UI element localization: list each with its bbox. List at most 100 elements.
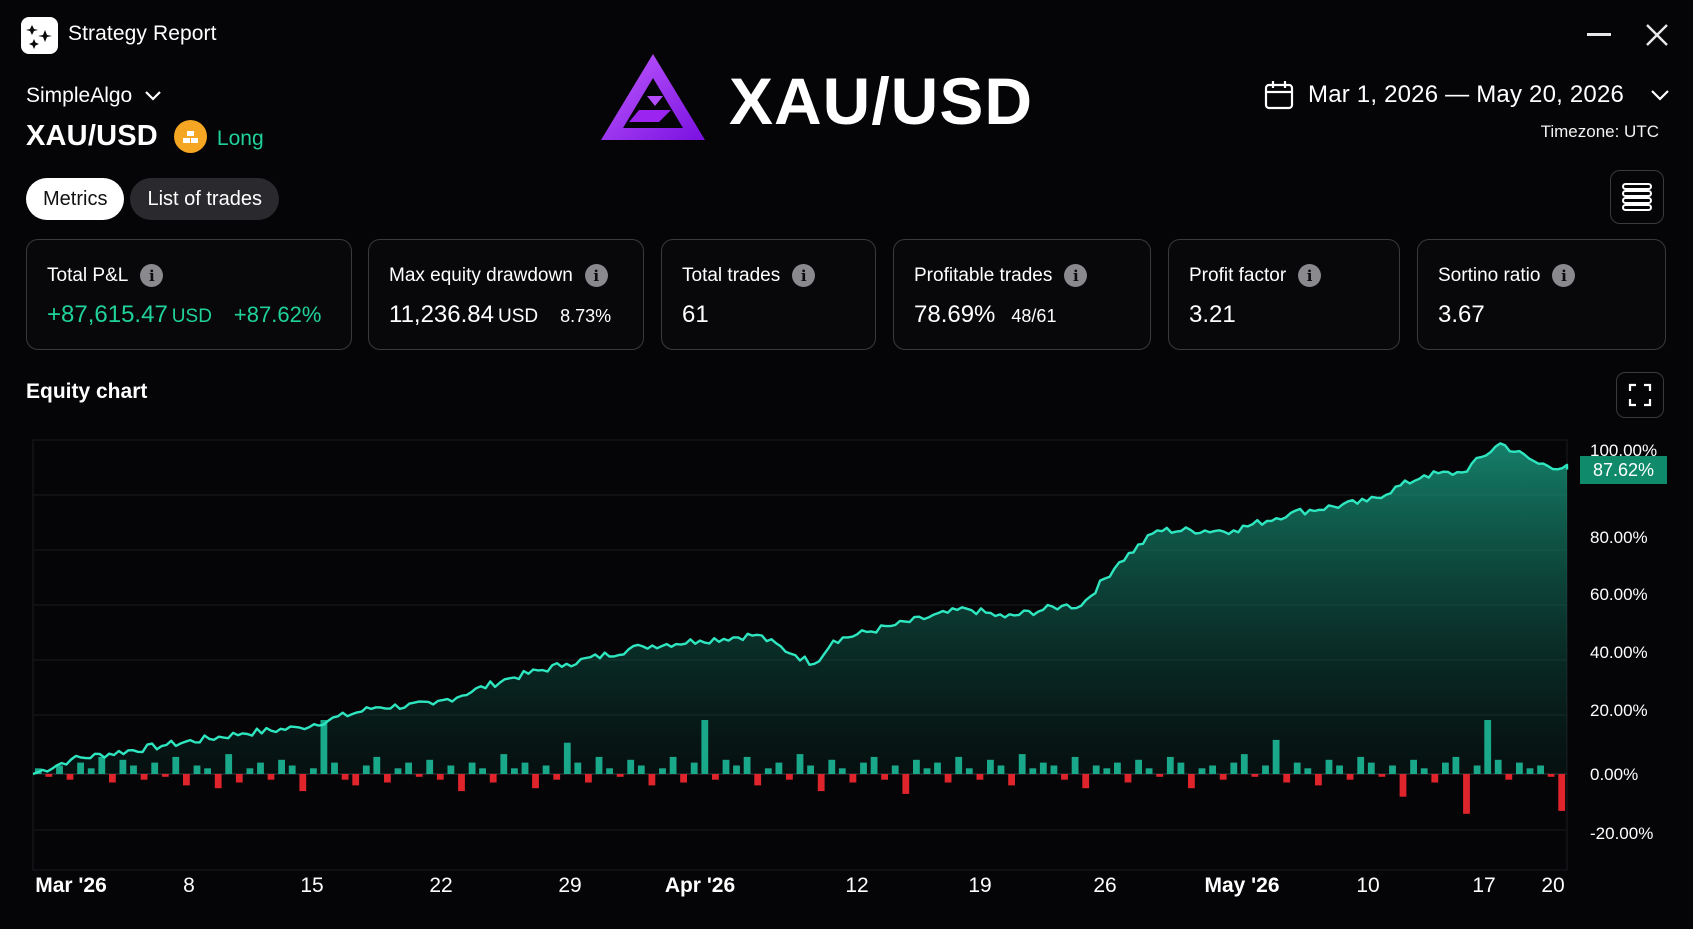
- trade-bar-loss[interactable]: [786, 774, 793, 780]
- trade-bar-profit[interactable]: [394, 768, 402, 774]
- trade-bar-profit[interactable]: [1473, 765, 1481, 775]
- trade-bar-profit[interactable]: [1526, 768, 1534, 774]
- trade-bar-profit[interactable]: [479, 768, 486, 774]
- trade-bar-profit[interactable]: [1336, 765, 1343, 775]
- trade-bar-loss[interactable]: [1283, 774, 1291, 783]
- trade-bar-profit[interactable]: [701, 720, 709, 774]
- trade-bar-profit[interactable]: [1230, 762, 1238, 774]
- trade-bar-loss[interactable]: [161, 774, 169, 777]
- trade-bar-profit[interactable]: [574, 762, 582, 774]
- trade-bar-profit[interactable]: [1039, 762, 1047, 774]
- trade-bar-profit[interactable]: [1029, 768, 1037, 774]
- trade-bar-loss[interactable]: [1431, 774, 1439, 783]
- trade-bar-profit[interactable]: [1092, 765, 1100, 775]
- trade-bar-loss[interactable]: [1124, 774, 1132, 783]
- trade-bar-profit[interactable]: [627, 759, 635, 774]
- trade-bar-profit[interactable]: [733, 765, 740, 775]
- info-icon[interactable]: i: [140, 264, 164, 287]
- trade-bar-profit[interactable]: [722, 759, 730, 774]
- trade-bar-profit[interactable]: [764, 768, 772, 774]
- trade-bar-profit[interactable]: [606, 768, 613, 774]
- trade-bar-loss[interactable]: [1547, 774, 1555, 777]
- trade-bar-profit[interactable]: [1018, 754, 1026, 774]
- trade-bar-profit[interactable]: [1325, 759, 1333, 774]
- minimize-icon[interactable]: [1587, 33, 1611, 36]
- trade-bar-loss[interactable]: [1251, 774, 1259, 777]
- trade-bar-profit[interactable]: [172, 756, 180, 774]
- trade-bar-profit[interactable]: [193, 765, 201, 775]
- trade-bar-loss[interactable]: [881, 774, 888, 780]
- trade-bar-loss[interactable]: [183, 774, 190, 786]
- trade-bar-profit[interactable]: [1145, 768, 1153, 774]
- trade-bar-profit[interactable]: [891, 765, 899, 775]
- trade-bar-profit[interactable]: [796, 754, 804, 774]
- info-icon[interactable]: i: [1298, 264, 1322, 287]
- trade-bar-profit[interactable]: [1304, 768, 1312, 774]
- trade-bar-loss[interactable]: [976, 774, 984, 780]
- trade-bar-profit[interactable]: [288, 765, 296, 775]
- info-icon[interactable]: i: [792, 264, 816, 287]
- trade-bar-profit[interactable]: [511, 768, 518, 774]
- trade-bar-profit[interactable]: [1484, 720, 1492, 774]
- trade-bar-loss[interactable]: [341, 774, 349, 780]
- trade-bar-profit[interactable]: [1262, 765, 1269, 775]
- layout-menu-button[interactable]: [1610, 170, 1664, 224]
- date-range-selector[interactable]: Mar 1, 2026 — May 20, 2026: [1264, 80, 1670, 110]
- trade-bar-profit[interactable]: [563, 742, 571, 774]
- trade-bar-profit[interactable]: [77, 762, 84, 774]
- trade-bar-profit[interactable]: [98, 756, 106, 774]
- trade-bar-profit[interactable]: [913, 759, 920, 774]
- trade-bar-loss[interactable]: [352, 774, 360, 786]
- trade-bar-profit[interactable]: [1420, 768, 1428, 774]
- trade-bar-profit[interactable]: [87, 768, 95, 774]
- trade-bar-profit[interactable]: [500, 754, 508, 774]
- trade-bar-profit[interactable]: [775, 762, 783, 774]
- trade-bar-profit[interactable]: [870, 756, 878, 774]
- trade-bar-profit[interactable]: [331, 762, 338, 774]
- trade-bar-profit[interactable]: [1114, 762, 1121, 774]
- trade-bar-profit[interactable]: [1452, 756, 1460, 774]
- trade-bar-loss[interactable]: [1156, 774, 1164, 777]
- trade-bar-loss[interactable]: [267, 774, 275, 780]
- trade-bar-profit[interactable]: [1071, 756, 1079, 774]
- trade-bar-loss[interactable]: [66, 774, 74, 780]
- trade-bar-profit[interactable]: [807, 765, 814, 775]
- trade-bar-profit[interactable]: [521, 762, 529, 774]
- strategy-selector[interactable]: SimpleAlgo: [26, 84, 162, 108]
- trade-bar-profit[interactable]: [1442, 762, 1449, 774]
- trade-bar-profit[interactable]: [130, 765, 137, 775]
- trade-bar-profit[interactable]: [1357, 756, 1365, 774]
- trade-bar-profit[interactable]: [426, 759, 434, 774]
- trade-bar-loss[interactable]: [384, 774, 391, 783]
- trade-bar-profit[interactable]: [1293, 762, 1301, 774]
- trade-bar-profit[interactable]: [1103, 768, 1111, 774]
- trade-bar-loss[interactable]: [817, 774, 825, 792]
- close-icon[interactable]: [1644, 22, 1670, 48]
- trade-bar-profit[interactable]: [1240, 754, 1248, 774]
- trade-bar-profit[interactable]: [320, 720, 328, 774]
- trade-bar-loss[interactable]: [436, 774, 444, 780]
- trade-bar-profit[interactable]: [1272, 739, 1280, 774]
- trade-bar-profit[interactable]: [637, 765, 645, 775]
- trade-bar-profit[interactable]: [1367, 762, 1375, 774]
- trade-bar-profit[interactable]: [1537, 765, 1544, 775]
- trade-bar-loss[interactable]: [489, 774, 497, 783]
- trade-bar-profit[interactable]: [1166, 756, 1174, 774]
- tab-metrics[interactable]: Metrics: [26, 178, 125, 220]
- trade-bar-loss[interactable]: [712, 774, 719, 780]
- trade-bar-profit[interactable]: [828, 759, 836, 774]
- fullscreen-button[interactable]: [1616, 372, 1664, 418]
- trade-bar-profit[interactable]: [923, 768, 931, 774]
- trade-bar-profit[interactable]: [838, 768, 846, 774]
- trade-bar-loss[interactable]: [754, 774, 762, 786]
- trade-bar-profit[interactable]: [278, 759, 285, 774]
- trade-bar-loss[interactable]: [1315, 774, 1322, 786]
- trade-bar-loss[interactable]: [458, 774, 465, 792]
- trade-bar-loss[interactable]: [45, 774, 53, 777]
- trade-bar-loss[interactable]: [902, 774, 910, 794]
- trade-bar-profit[interactable]: [542, 765, 550, 775]
- trade-bar-loss[interactable]: [1463, 774, 1470, 814]
- info-icon[interactable]: i: [1552, 264, 1576, 287]
- trade-bar-loss[interactable]: [1505, 774, 1513, 780]
- trade-bar-loss[interactable]: [415, 774, 423, 777]
